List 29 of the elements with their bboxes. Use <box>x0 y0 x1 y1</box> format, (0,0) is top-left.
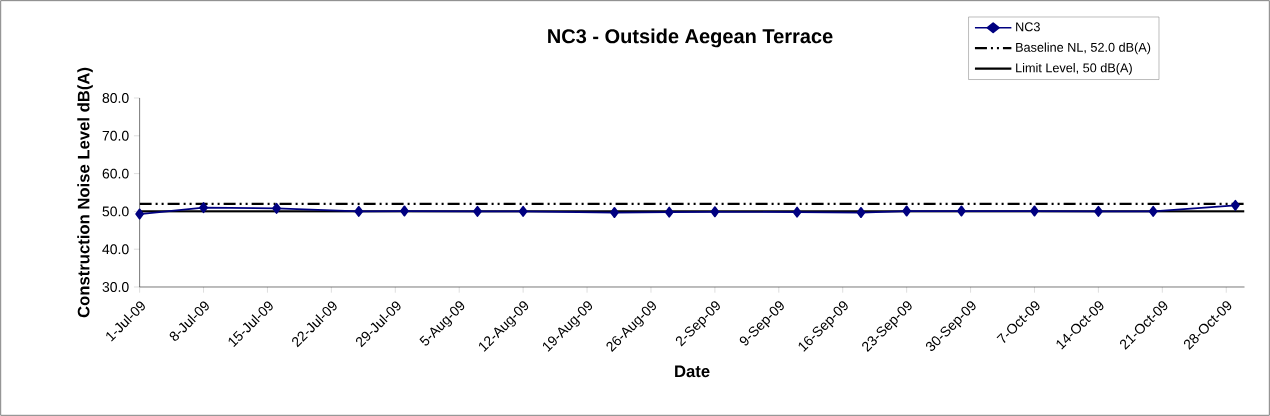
point <box>856 206 866 219</box>
point <box>354 205 364 217</box>
y-tick-label: 40.0 <box>102 244 129 255</box>
y-axis-title: Construction Noise Level dB(A) <box>77 67 93 318</box>
point <box>1030 205 1039 217</box>
point <box>902 205 912 217</box>
point <box>272 202 281 214</box>
point <box>400 205 409 217</box>
point <box>135 208 144 220</box>
y-tick-label: 50.0 <box>102 206 129 217</box>
y-tick-label: 80.0 <box>102 93 129 103</box>
point <box>664 206 674 218</box>
point <box>473 205 482 217</box>
y-tick-label: 30.0 <box>102 282 129 292</box>
point <box>1148 205 1158 217</box>
point <box>1231 199 1240 211</box>
point <box>1094 205 1103 217</box>
x-axis-title: Date <box>675 365 710 378</box>
point <box>518 205 528 217</box>
point <box>199 202 208 214</box>
chart-title: NC3 - Outside Aegean Terrace <box>548 28 833 48</box>
point <box>957 205 966 217</box>
point <box>710 206 720 218</box>
point <box>792 206 802 218</box>
y-tick-label: 60.0 <box>102 168 129 179</box>
y-tick-label: 70.0 <box>102 130 129 141</box>
legend-label: NC3 <box>1016 22 1040 32</box>
legend-label: Limit Level, 50 dB(A) <box>1016 63 1132 75</box>
legend-label: Baseline NL, 52.0 dB(A) <box>1016 42 1151 55</box>
